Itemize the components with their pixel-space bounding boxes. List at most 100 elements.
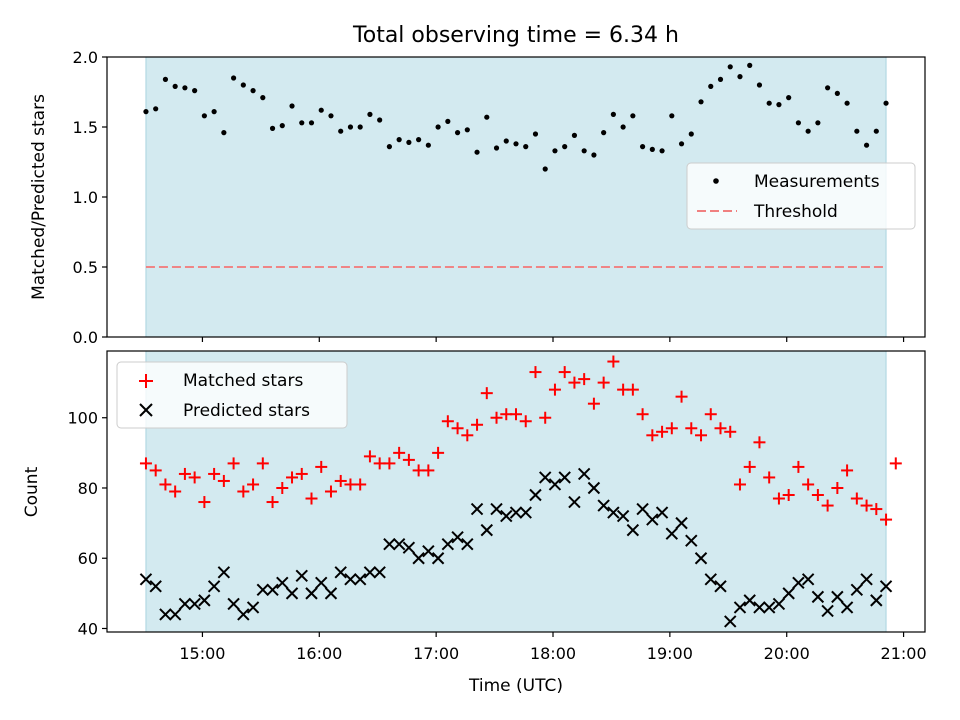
predicted-star-point — [159, 608, 172, 621]
bottom-x-tick-label: 18:00 — [530, 644, 576, 663]
predicted-star-point — [324, 587, 338, 600]
predicted-star-point — [772, 597, 786, 611]
predicted-star-point — [616, 509, 630, 523]
bottom-y-axis-label: Count — [22, 466, 42, 517]
matched-star-point — [510, 408, 522, 421]
matched-star-point — [626, 383, 639, 396]
measurement-point — [153, 106, 159, 112]
measurement-point — [727, 64, 733, 70]
measurement-point — [659, 148, 665, 154]
measurement-point — [688, 131, 694, 137]
predicted-star-point — [246, 601, 260, 614]
predicted-star-point — [587, 481, 601, 495]
bottom-x-tick-label: 17:00 — [413, 644, 459, 663]
predicted-star-point — [577, 467, 591, 481]
predicted-star-point — [461, 537, 474, 551]
legend-threshold-label: Threshold — [753, 202, 838, 222]
predicted-star-point — [276, 576, 289, 590]
measurement-point — [863, 142, 870, 148]
top-y-axis: 0.0 0.5 1.0 1.5 2.0 — [73, 48, 107, 347]
predicted-star-point — [539, 471, 552, 484]
bottom-y-tick-label: 40 — [78, 619, 98, 638]
measurement-point — [805, 128, 811, 134]
measurement-point — [571, 132, 578, 138]
measurement-point — [240, 82, 246, 88]
matched-star-point — [393, 446, 406, 459]
measurement-point — [211, 109, 217, 115]
matched-star-point — [753, 436, 766, 449]
legend-measurements-marker — [713, 178, 719, 184]
matched-star-point — [636, 408, 649, 421]
measurement-point — [279, 123, 285, 129]
predicted-star-point — [139, 573, 153, 586]
matched-star-point — [782, 489, 795, 502]
matched-star-point — [286, 471, 299, 484]
matched-star-point — [850, 492, 863, 505]
measurement-point — [883, 100, 889, 106]
predicted-star-point — [548, 478, 562, 491]
bottom-panel-frame — [106, 350, 926, 633]
predicted-star-point — [353, 573, 367, 586]
top-title: Total observing time = 6.34 h — [352, 23, 679, 48]
measurement-point — [172, 83, 178, 89]
matched-star-point — [607, 355, 620, 368]
predicted-star-point — [168, 608, 182, 621]
matched-star-point — [792, 460, 805, 473]
matched-star-point — [519, 415, 532, 428]
predicted-star-point — [392, 537, 406, 551]
predicted-star-point — [227, 597, 240, 611]
measurement-point — [367, 111, 373, 117]
predicted-star-point — [870, 594, 883, 607]
matched-star-point — [354, 478, 367, 491]
measurement-point — [523, 144, 529, 150]
measurement-point — [639, 144, 646, 150]
predicted-star-point — [714, 580, 727, 593]
measurement-point — [786, 95, 792, 101]
top-y-tick-label: 0.5 — [73, 258, 98, 277]
matched-star-point — [880, 513, 893, 526]
top-y-tick-label: 2.0 — [73, 48, 98, 67]
predicted-star-point — [198, 594, 211, 607]
predicted-star-point — [519, 506, 532, 519]
predicted-star-point — [792, 576, 805, 590]
matched-star-point — [188, 471, 201, 484]
predicted-star-point — [811, 590, 825, 604]
matched-star-point — [363, 450, 376, 463]
bottom-y-tick-label: 60 — [78, 549, 98, 568]
matched-star-point — [334, 474, 347, 487]
predicted-star-point — [188, 597, 201, 611]
measurement-point — [610, 111, 616, 117]
measurement-point — [834, 90, 840, 96]
measurement-point — [464, 127, 470, 133]
predicted-star-point — [724, 615, 737, 628]
measurement-point — [669, 113, 675, 119]
measurement-point — [815, 120, 821, 126]
predicted-star-point — [363, 566, 377, 579]
measurement-point — [708, 83, 714, 89]
predicted-star-point — [646, 513, 659, 526]
measurement-point — [445, 118, 451, 124]
matched-star-point — [665, 422, 678, 435]
bottom-panel: 40 60 80 100 15:00 16:00 17:00 18:00 19:00 20:00… — [22, 350, 927, 696]
matched-star-point — [169, 485, 182, 498]
predicted-star-point — [237, 608, 250, 621]
predicted-star-point — [597, 499, 610, 512]
predicted-star-point — [753, 601, 766, 614]
predicted-star-point — [422, 545, 435, 558]
predicted-star-point — [500, 509, 513, 523]
predicted-star-point — [831, 590, 844, 604]
top-panel: 0.0 0.5 1.0 1.5 2.0 Total observing time = 6… — [29, 23, 926, 347]
measurement-point — [250, 88, 256, 94]
legend-predicted-label: Predicted stars — [183, 401, 310, 421]
matched-star-point — [568, 376, 581, 389]
matched-star-point — [217, 474, 230, 487]
measurement-point — [552, 148, 558, 154]
matched-star-point — [149, 464, 162, 477]
bottom-x-tick-label: 19:00 — [647, 644, 693, 663]
predicted-star-point — [480, 523, 493, 537]
legend-matched-label: Matched stars — [183, 371, 303, 391]
matched-star-point — [889, 457, 902, 470]
matched-star-point — [578, 373, 591, 386]
matched-star-point — [295, 467, 308, 480]
matched-star-point — [383, 457, 396, 470]
